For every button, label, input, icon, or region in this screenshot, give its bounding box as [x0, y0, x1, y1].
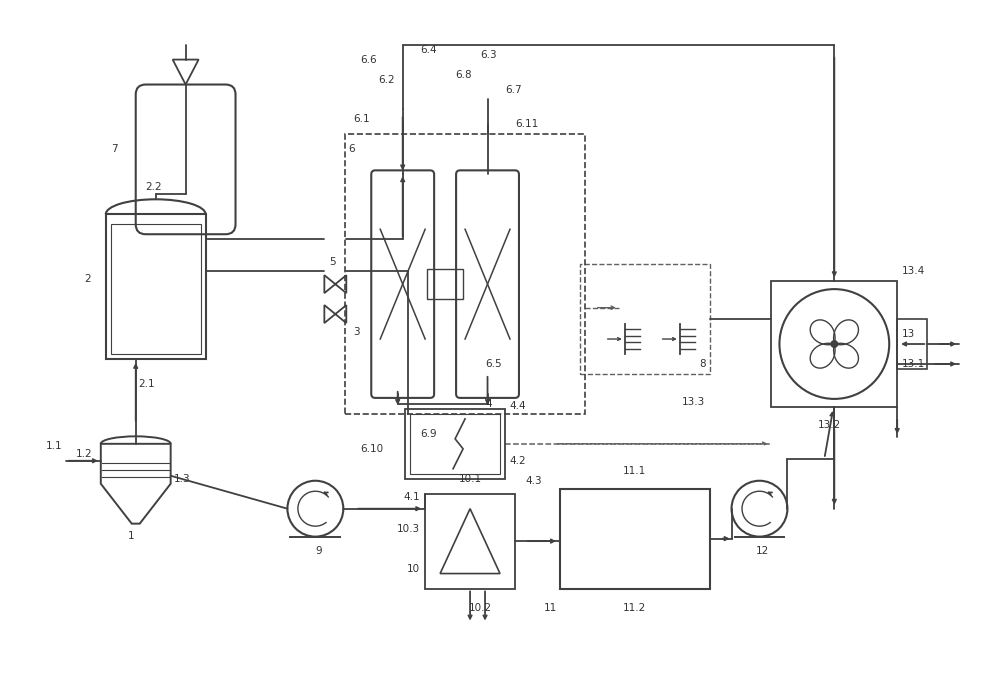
Text: 2: 2: [84, 274, 91, 284]
Text: 11.1: 11.1: [623, 466, 646, 476]
Text: 13.1: 13.1: [902, 359, 925, 369]
Text: 1.2: 1.2: [76, 449, 92, 459]
Bar: [897, 319, 927, 369]
Text: 6.7: 6.7: [505, 85, 522, 94]
Text: 4.3: 4.3: [525, 476, 542, 486]
Text: 4: 4: [485, 399, 492, 409]
Text: 11.2: 11.2: [623, 603, 646, 614]
Text: 6: 6: [348, 145, 355, 154]
Text: 10: 10: [407, 563, 420, 574]
Bar: [405, 409, 505, 479]
Text: 6.2: 6.2: [378, 75, 395, 85]
Text: 13.3: 13.3: [682, 397, 705, 407]
Bar: [345, 134, 585, 414]
Text: 2.2: 2.2: [146, 182, 162, 192]
Text: 10.1: 10.1: [458, 474, 482, 484]
Text: 7: 7: [111, 145, 117, 154]
Bar: [427, 269, 463, 299]
Text: 13.2: 13.2: [818, 420, 841, 430]
Text: 6.10: 6.10: [360, 444, 383, 454]
Bar: [580, 264, 710, 374]
Text: 6.1: 6.1: [353, 115, 370, 124]
Text: 1: 1: [127, 531, 134, 540]
Text: 6.3: 6.3: [480, 50, 497, 59]
Bar: [111, 224, 201, 354]
Text: 9: 9: [315, 546, 322, 556]
Text: 6.9: 6.9: [420, 428, 437, 439]
Text: 8: 8: [700, 359, 706, 369]
Text: 13: 13: [902, 329, 915, 339]
Text: 6.11: 6.11: [515, 120, 538, 129]
Text: 2.1: 2.1: [139, 379, 155, 389]
Bar: [106, 215, 206, 359]
Bar: [771, 281, 897, 407]
Text: 6.6: 6.6: [360, 55, 377, 64]
Text: 6.8: 6.8: [455, 69, 472, 80]
Text: 4.1: 4.1: [403, 491, 420, 502]
Bar: [560, 489, 710, 589]
Text: 1.1: 1.1: [46, 441, 63, 451]
Text: 4.2: 4.2: [509, 456, 526, 466]
Text: 13.4: 13.4: [902, 266, 925, 276]
Bar: [410, 414, 500, 474]
Text: 6.5: 6.5: [485, 359, 502, 369]
Text: 11: 11: [544, 603, 557, 614]
Text: 4.4: 4.4: [509, 401, 526, 411]
Circle shape: [830, 340, 838, 348]
Text: 1.3: 1.3: [174, 474, 190, 484]
Text: 12: 12: [756, 546, 769, 556]
Text: 10.2: 10.2: [468, 603, 492, 614]
Text: 6.4: 6.4: [420, 45, 437, 55]
Text: 5: 5: [329, 257, 336, 267]
Text: 3: 3: [353, 327, 360, 337]
Text: 10.3: 10.3: [397, 524, 420, 533]
Bar: [425, 493, 515, 589]
